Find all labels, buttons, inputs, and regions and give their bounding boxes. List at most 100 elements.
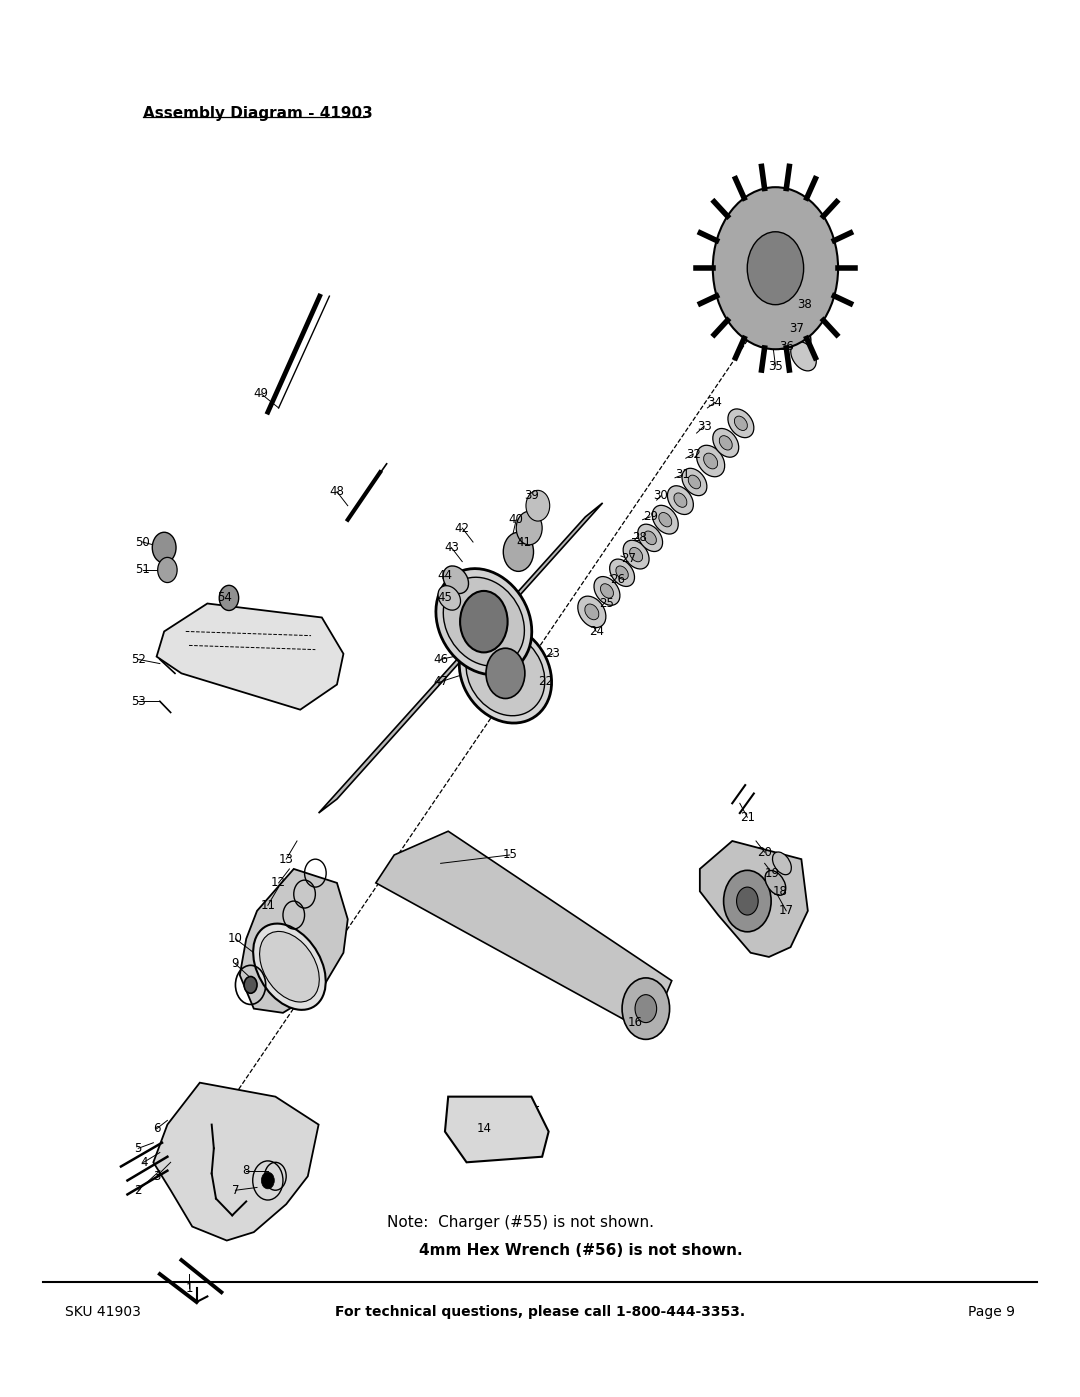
Text: 31: 31 — [675, 468, 690, 482]
Text: 4mm Hex Wrench (#56) is not shown.: 4mm Hex Wrench (#56) is not shown. — [419, 1243, 743, 1259]
Polygon shape — [153, 1083, 319, 1241]
Text: 37: 37 — [789, 321, 805, 335]
Circle shape — [460, 591, 508, 652]
Polygon shape — [240, 869, 348, 1013]
Text: 8: 8 — [243, 1164, 249, 1178]
Text: 4: 4 — [140, 1155, 147, 1169]
Text: 46: 46 — [433, 652, 448, 666]
Ellipse shape — [688, 475, 701, 489]
Ellipse shape — [772, 852, 792, 875]
Circle shape — [724, 870, 771, 932]
Ellipse shape — [791, 342, 816, 370]
Circle shape — [622, 978, 670, 1039]
Text: 1: 1 — [186, 1281, 192, 1295]
Ellipse shape — [594, 577, 620, 605]
Circle shape — [747, 232, 804, 305]
Text: 16: 16 — [627, 1016, 643, 1030]
Ellipse shape — [637, 524, 663, 552]
Text: 43: 43 — [444, 541, 459, 555]
Ellipse shape — [623, 541, 649, 569]
Ellipse shape — [765, 870, 786, 895]
Text: 7: 7 — [232, 1183, 239, 1197]
Polygon shape — [700, 841, 808, 957]
Text: 32: 32 — [686, 447, 701, 461]
Circle shape — [158, 557, 177, 583]
Text: 22: 22 — [538, 675, 553, 689]
Circle shape — [219, 585, 239, 610]
Text: 23: 23 — [545, 647, 561, 661]
Text: 28: 28 — [632, 531, 647, 545]
Ellipse shape — [584, 604, 599, 620]
Text: 40: 40 — [509, 513, 524, 527]
Text: 30: 30 — [653, 489, 669, 503]
Ellipse shape — [644, 531, 657, 545]
Text: 38: 38 — [797, 298, 812, 312]
Text: 24: 24 — [589, 624, 604, 638]
Ellipse shape — [783, 320, 811, 351]
Text: 48: 48 — [329, 485, 345, 499]
Polygon shape — [376, 831, 672, 1027]
Ellipse shape — [578, 597, 606, 627]
Circle shape — [152, 532, 176, 563]
Text: 50: 50 — [135, 535, 150, 549]
Text: 15: 15 — [502, 848, 517, 862]
Text: 42: 42 — [455, 521, 470, 535]
Text: 6: 6 — [153, 1122, 160, 1136]
Ellipse shape — [630, 548, 643, 562]
Ellipse shape — [674, 493, 687, 507]
Ellipse shape — [443, 566, 469, 594]
Text: 36: 36 — [779, 339, 794, 353]
Ellipse shape — [253, 923, 326, 1010]
Text: 39: 39 — [524, 489, 539, 503]
Text: For technical questions, please call 1-800-444-3353.: For technical questions, please call 1-8… — [335, 1305, 745, 1319]
Ellipse shape — [616, 566, 629, 580]
Text: 10: 10 — [228, 932, 243, 946]
Text: 3: 3 — [153, 1169, 160, 1183]
Text: Assembly Diagram - 41903: Assembly Diagram - 41903 — [143, 106, 373, 122]
Text: 20: 20 — [757, 845, 772, 859]
Ellipse shape — [774, 296, 807, 332]
Ellipse shape — [652, 506, 678, 534]
Text: 34: 34 — [707, 395, 723, 409]
Text: 12: 12 — [271, 876, 286, 890]
Text: 21: 21 — [740, 810, 755, 824]
Polygon shape — [445, 1097, 549, 1162]
Text: 13: 13 — [279, 852, 294, 866]
Text: 47: 47 — [433, 675, 448, 689]
Text: 5: 5 — [135, 1141, 141, 1155]
Text: 41: 41 — [516, 535, 531, 549]
Circle shape — [526, 490, 550, 521]
Ellipse shape — [734, 416, 747, 430]
Text: SKU 41903: SKU 41903 — [65, 1305, 140, 1319]
Text: 53: 53 — [131, 694, 146, 708]
Text: 54: 54 — [217, 591, 232, 605]
Text: 51: 51 — [135, 563, 150, 577]
Ellipse shape — [443, 577, 525, 666]
Ellipse shape — [681, 468, 707, 496]
Text: 49: 49 — [254, 387, 269, 401]
Polygon shape — [319, 503, 603, 813]
Polygon shape — [157, 604, 343, 710]
Ellipse shape — [436, 569, 531, 675]
Text: 25: 25 — [599, 597, 615, 610]
Text: 14: 14 — [476, 1122, 491, 1136]
Ellipse shape — [703, 453, 718, 469]
Ellipse shape — [259, 932, 320, 1002]
Ellipse shape — [713, 429, 739, 457]
Text: 9: 9 — [232, 957, 239, 971]
Circle shape — [244, 977, 257, 993]
Text: 11: 11 — [260, 898, 275, 912]
Text: 52: 52 — [131, 652, 146, 666]
Circle shape — [486, 648, 525, 698]
Text: 35: 35 — [768, 359, 783, 373]
Circle shape — [713, 187, 838, 349]
Ellipse shape — [600, 584, 613, 598]
Text: 29: 29 — [643, 510, 658, 524]
Ellipse shape — [667, 486, 693, 514]
Ellipse shape — [609, 559, 635, 587]
Text: 26: 26 — [610, 573, 625, 587]
Text: 19: 19 — [765, 866, 780, 880]
Ellipse shape — [659, 513, 672, 527]
Text: 44: 44 — [437, 569, 453, 583]
Circle shape — [635, 995, 657, 1023]
